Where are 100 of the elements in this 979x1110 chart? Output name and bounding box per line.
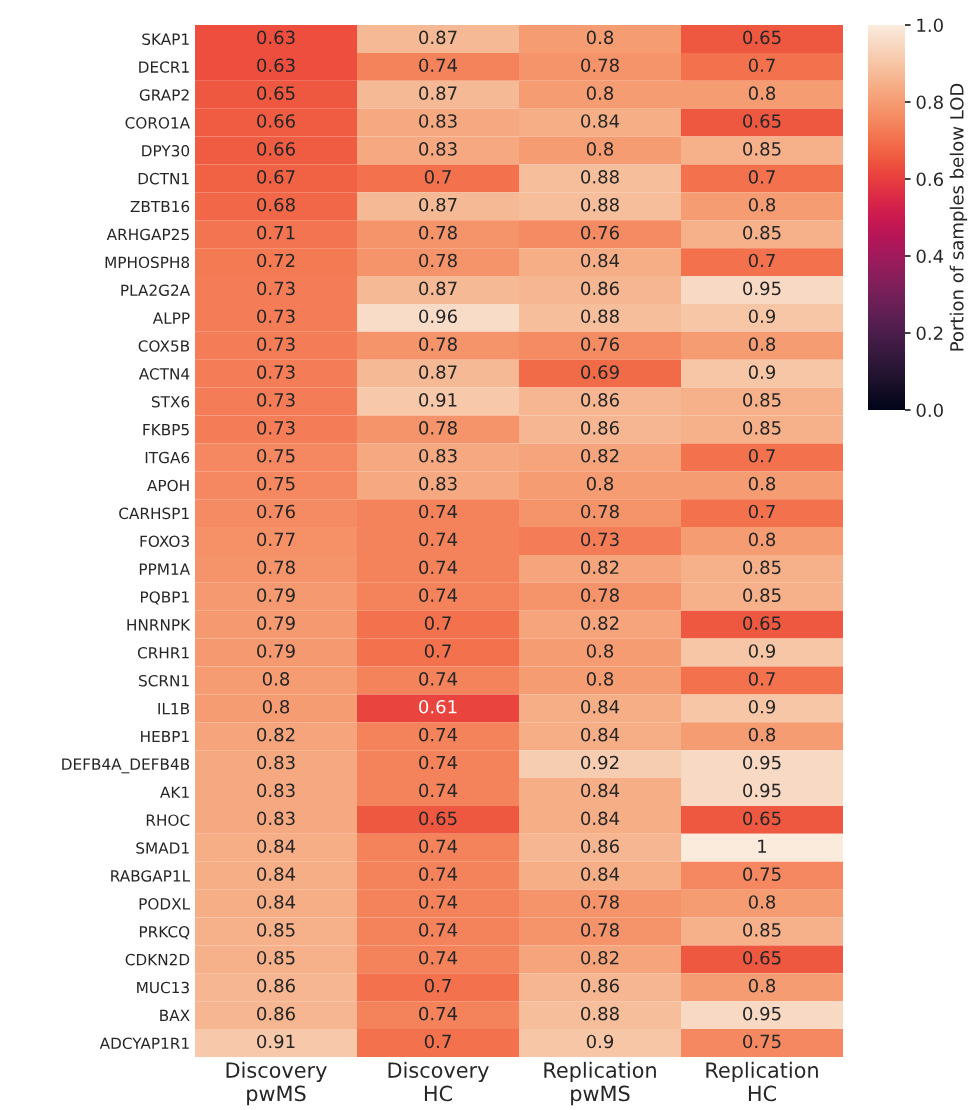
data-label: 0.84 <box>581 811 620 826</box>
data-label: 0.75 <box>257 448 295 463</box>
data-label: 0.8 <box>748 476 776 491</box>
data-label: 0.85 <box>257 950 295 965</box>
data-label: 0.65 <box>743 811 781 826</box>
data-label: 0.8 <box>586 86 614 100</box>
data-label: 0.84 <box>581 867 620 881</box>
data-label: 0.7 <box>748 504 775 519</box>
data-label: 0.76 <box>257 504 295 519</box>
data-label: 0.8 <box>586 672 614 686</box>
data-label: 0.87 <box>419 281 457 296</box>
data-label: 0.73 <box>257 365 295 379</box>
data-label: 0.75 <box>743 1034 781 1049</box>
data-label: 0.95 <box>743 783 781 798</box>
x-tick-label: Replication pwMS <box>544 1061 656 1106</box>
data-label: 0.73 <box>257 281 295 296</box>
data-label: 0.78 <box>581 895 619 909</box>
data-label: 0.8 <box>748 86 776 100</box>
y-tick-label: HEBP1 <box>141 730 189 743</box>
data-label: 0.65 <box>743 114 781 128</box>
data-label: 0.8 <box>262 672 290 686</box>
data-label: 0.65 <box>419 811 457 826</box>
data-label: 0.83 <box>257 811 295 826</box>
data-label: 0.73 <box>257 337 295 351</box>
y-tick-label: ALPP <box>152 312 190 324</box>
data-label: 0.74 <box>419 867 458 881</box>
data-label: 0.83 <box>419 448 457 463</box>
data-label: 0.68 <box>257 197 295 212</box>
y-tick-label: ACTN4 <box>138 368 190 380</box>
data-label: 0.83 <box>257 755 295 770</box>
color-bar-label: 0.0 <box>916 403 943 418</box>
data-label: 0.88 <box>581 197 619 212</box>
data-label: 0.74 <box>419 923 458 937</box>
color-bar-label: 1.0 <box>917 18 943 33</box>
y-tick-label: SKAP1 <box>142 33 189 45</box>
data-label: 0.74 <box>419 58 458 73</box>
y-tick-label: ADCYAP1R1 <box>99 1037 189 1050</box>
data-label: 0.8 <box>586 644 614 658</box>
data-label: 0.9 <box>748 309 776 324</box>
data-label: 0.65 <box>743 30 781 45</box>
y-tick-label: FKBP5 <box>143 424 189 436</box>
data-label: 0.77 <box>257 532 295 547</box>
data-label: 1 <box>758 839 767 853</box>
y-tick-label: FOXO3 <box>140 535 189 548</box>
data-label: 0.86 <box>581 978 619 993</box>
data-label: 0.8 <box>586 476 614 491</box>
y-tick-label: BAX <box>160 1009 190 1021</box>
data-label: 0.7 <box>748 58 775 73</box>
data-label: 0.83 <box>419 114 457 128</box>
data-label: 0.61 <box>419 699 457 714</box>
data-label: 0.84 <box>257 839 296 854</box>
data-label: 0.65 <box>743 616 781 630</box>
data-label: 0.8 <box>748 197 776 212</box>
data-label: 0.85 <box>743 225 781 240</box>
data-label: 0.84 <box>581 783 620 798</box>
data-label: 0.88 <box>581 169 619 184</box>
y-tick-label: CRHR1 <box>137 647 189 659</box>
data-label: 0.86 <box>257 978 295 993</box>
y-tick-label: PLA2G2A <box>121 284 191 296</box>
y-tick-label: RHOC <box>146 814 190 826</box>
x-tick-label: Replication HC <box>706 1061 818 1102</box>
data-label: 0.8 <box>586 30 614 45</box>
y-tick-label: CDKN2D <box>125 953 190 966</box>
data-label: 0.7 <box>424 616 451 630</box>
data-label: 0.88 <box>581 309 619 324</box>
y-tick-label: PQBP1 <box>140 591 189 605</box>
data-label: 0.84 <box>581 253 620 268</box>
data-label: 0.9 <box>748 365 776 379</box>
data-label: 0.75 <box>743 867 781 881</box>
data-label: 0.78 <box>581 504 619 519</box>
data-label: 0.74 <box>419 672 458 686</box>
data-label: 0.72 <box>257 253 295 268</box>
data-label: 0.7 <box>424 169 451 184</box>
data-label: 0.78 <box>419 253 457 268</box>
y-tick-label: DPY30 <box>142 144 190 157</box>
data-label: 0.79 <box>257 616 295 630</box>
y-tick-label: GRAP2 <box>139 89 189 101</box>
data-label: 0.7 <box>748 169 775 184</box>
data-label: 0.96 <box>419 309 457 324</box>
data-label: 0.9 <box>586 1034 614 1049</box>
data-label: 0.8 <box>262 699 290 714</box>
color-bar-label: 0.8 <box>916 95 943 110</box>
data-label: 0.74 <box>419 950 458 965</box>
data-label: 0.66 <box>257 114 295 128</box>
data-label: 0.83 <box>257 783 295 798</box>
data-label: 0.86 <box>581 839 619 854</box>
data-label: 0.84 <box>581 114 620 128</box>
y-tick-label: ARHGAP25 <box>106 228 189 241</box>
x-tick-label: Discovery pwMS <box>226 1061 327 1106</box>
data-label: 0.78 <box>257 560 295 575</box>
data-label: 0.86 <box>581 393 619 407</box>
data-label: 0.82 <box>257 727 295 742</box>
data-label: 0.86 <box>581 421 619 435</box>
data-label: 0.73 <box>257 393 295 407</box>
color-bar-label: 0.6 <box>916 172 943 187</box>
data-label: 0.9 <box>748 644 776 658</box>
data-label: 0.85 <box>743 588 781 603</box>
data-label: 0.7 <box>424 644 451 658</box>
data-label: 0.69 <box>581 365 619 379</box>
data-label: 0.8 <box>586 142 614 156</box>
